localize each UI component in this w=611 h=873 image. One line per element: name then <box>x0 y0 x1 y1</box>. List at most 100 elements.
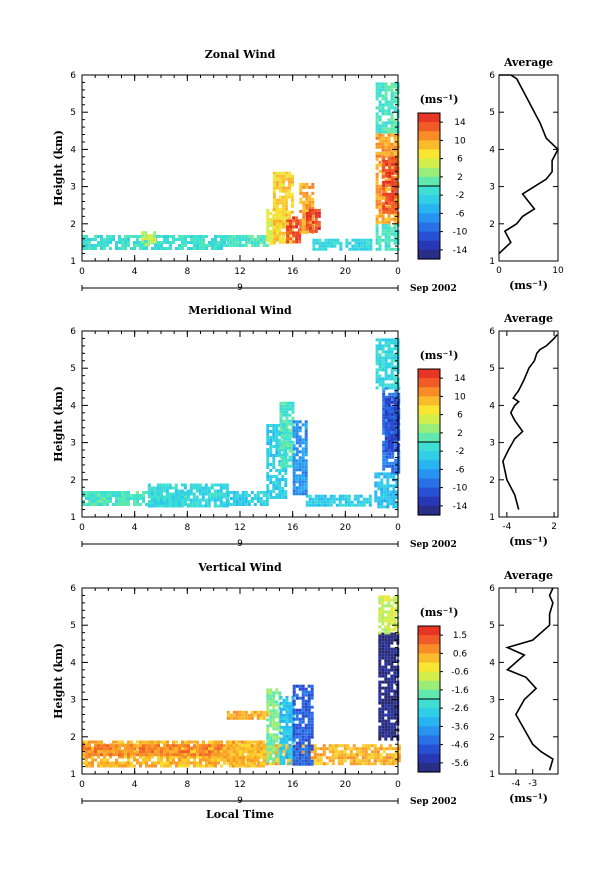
heatmap-cell-4 <box>275 228 279 232</box>
date-label: Sep 2002 <box>410 284 457 294</box>
heatmap-cell-8 <box>382 422 386 426</box>
heatmap-cell-0 <box>184 764 187 768</box>
heatmap-cell-6 <box>305 494 309 498</box>
heatmap-cell-8 <box>387 631 391 635</box>
heatmap-cell-6 <box>298 708 302 712</box>
heatmap-cell-8 <box>381 601 385 605</box>
heatmap-cell-6 <box>301 684 305 688</box>
heatmap-cell-0 <box>217 235 220 238</box>
heatmap-cell-10 <box>381 368 385 372</box>
heatmap-cell-9 <box>387 244 391 248</box>
heatmap-cell-8 <box>387 604 391 608</box>
heatmap-cell-0 <box>235 740 238 744</box>
heatmap-cell-6 <box>304 744 308 748</box>
heatmap-cell-2 <box>394 753 398 757</box>
heatmap-cell-10 <box>390 350 394 354</box>
heatmap-cell-4 <box>288 422 292 426</box>
colorbar-swatch <box>418 240 440 251</box>
heatmap-cell-1 <box>201 495 205 499</box>
heatmap-cell-7 <box>392 493 396 497</box>
heatmap-cell-4 <box>275 736 279 740</box>
heatmap-cell-4 <box>279 419 283 423</box>
heatmap-cell-7 <box>393 656 397 660</box>
heatmap-cell-0 <box>136 235 139 238</box>
heatmap-cell-5 <box>304 471 308 475</box>
heatmap-cell-0 <box>199 244 202 247</box>
heatmap-cell-0 <box>232 758 235 762</box>
heatmap-cell-2 <box>319 756 323 760</box>
heatmap-cell-1 <box>219 489 223 493</box>
heatmap-cell-8 <box>381 622 385 626</box>
heatmap-cell-7 <box>308 214 312 218</box>
heatmap-cell-0 <box>205 761 208 765</box>
heatmap-cell-0 <box>193 746 196 750</box>
profile-x-label: (ms⁻¹) <box>509 792 548 805</box>
heatmap-cell-6 <box>308 500 312 504</box>
heatmap-cell-8 <box>385 452 389 456</box>
heatmap-cell-11 <box>388 180 392 184</box>
heatmap-cell-10 <box>375 205 379 209</box>
heatmap-cell-7 <box>308 211 312 215</box>
heatmap-cell-7 <box>380 499 384 503</box>
colorbar-swatch <box>418 369 440 379</box>
heatmap-cell-0 <box>136 740 139 744</box>
heatmap-cell-3 <box>272 457 276 460</box>
heatmap-cell-1 <box>154 747 157 751</box>
heatmap-cell-7 <box>374 472 378 476</box>
heatmap-cell-3 <box>281 490 285 493</box>
heatmap-cell-7 <box>380 496 384 500</box>
heatmap-cell-4 <box>285 410 289 414</box>
plot-frame <box>81 330 399 518</box>
heatmap-cell-3 <box>275 469 279 472</box>
heatmap-cell-8 <box>390 598 394 602</box>
heatmap-cell-0 <box>100 761 103 765</box>
heatmap-cell-4 <box>278 177 282 181</box>
heatmap-cell-8 <box>363 247 367 251</box>
heatmap-cell-3 <box>275 439 279 442</box>
heatmap-cell-0 <box>82 247 85 250</box>
heatmap-cell-7 <box>314 208 318 212</box>
heatmap-cell-8 <box>357 244 361 248</box>
heatmap-cell-4 <box>278 213 282 217</box>
heatmap-cell-1 <box>186 492 190 496</box>
heatmap-cell-0 <box>82 749 85 753</box>
colorbar-swatch <box>418 735 440 746</box>
heatmap-cell-7 <box>308 223 312 227</box>
heatmap-cell-5 <box>288 704 292 708</box>
heatmap-cell-2 <box>358 762 362 766</box>
heatmap-cell-10 <box>378 211 382 215</box>
heatmap-cell-0 <box>205 764 208 768</box>
heatmap-cell-1 <box>166 744 169 748</box>
y-tick-label: 2 <box>70 476 76 486</box>
heatmap-cell-3 <box>269 232 273 236</box>
heatmap-cell-1 <box>198 489 202 493</box>
heatmap-cell-3 <box>275 478 279 481</box>
heatmap-cell-2 <box>250 500 254 503</box>
heatmap-cell-3 <box>266 484 270 487</box>
heatmap-cell-6 <box>362 503 366 507</box>
heatmap-cell-8 <box>384 616 388 620</box>
heatmap-cell-7 <box>314 220 318 224</box>
heatmap-cell-0 <box>103 755 106 759</box>
heatmap-cell-12 <box>390 115 394 119</box>
heatmap-cell-6 <box>301 714 305 718</box>
y-axis-label: Height (km) <box>52 386 65 462</box>
heatmap-cell-7 <box>314 217 318 221</box>
heatmap-cell-2 <box>355 756 359 760</box>
heatmap-cell-0 <box>133 497 136 500</box>
heatmap-cell-10 <box>393 377 397 381</box>
heatmap-cell-8 <box>393 622 397 626</box>
heatmap-cell-6 <box>308 494 312 498</box>
heatmap-cell-0 <box>205 758 208 762</box>
heatmap-cell-5 <box>279 749 283 753</box>
heatmap-cell-4 <box>279 407 283 411</box>
heatmap-cell-0 <box>118 761 121 765</box>
heatmap-cell-2 <box>352 744 356 748</box>
heatmap-cell-10 <box>390 383 394 387</box>
heatmap-cell-8 <box>388 452 392 456</box>
heatmap-cell-0 <box>112 764 115 768</box>
heatmap-cell-7 <box>387 635 391 639</box>
heatmap-cell-8 <box>388 425 392 429</box>
heatmap-cell-7 <box>390 638 394 642</box>
heatmap-cell-0 <box>121 500 124 503</box>
